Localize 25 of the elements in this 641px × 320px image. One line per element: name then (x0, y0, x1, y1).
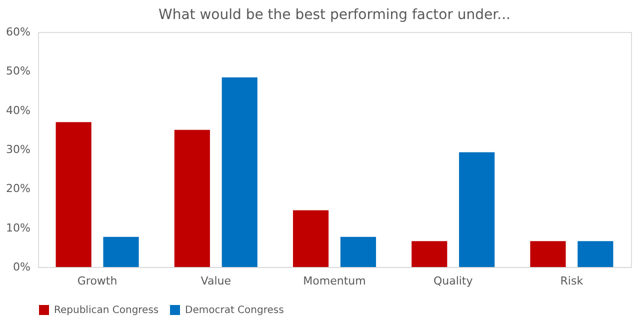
y-tick-label: 50% (6, 64, 30, 78)
x-tick-label: Momentum (303, 274, 366, 288)
bar (530, 241, 566, 267)
y-tick-label: 40% (6, 104, 30, 117)
y-tick-label: 20% (6, 182, 30, 196)
chart-title: What would be the best performing factor under... (158, 7, 510, 23)
y-tick-label: 60% (6, 26, 30, 38)
y-tick-label: 10% (6, 221, 30, 234)
y-tick-label: 30% (6, 143, 30, 156)
bar (412, 241, 448, 267)
bar (340, 236, 376, 267)
x-tick-label: Growth (77, 274, 118, 288)
bar (459, 152, 495, 267)
bar (174, 130, 210, 267)
bar (56, 122, 92, 267)
bar (578, 241, 614, 267)
bar (292, 210, 329, 267)
y-tick-label: 0% (13, 260, 30, 274)
bar (103, 236, 139, 267)
x-tick-label: Quality (433, 274, 474, 288)
x-tick-label: Value (200, 274, 232, 288)
bar (222, 77, 258, 267)
legend-label: Democrat Congress (185, 305, 284, 316)
legend-label: Republican Congress (54, 305, 159, 316)
x-tick-label: Risk (560, 274, 584, 288)
